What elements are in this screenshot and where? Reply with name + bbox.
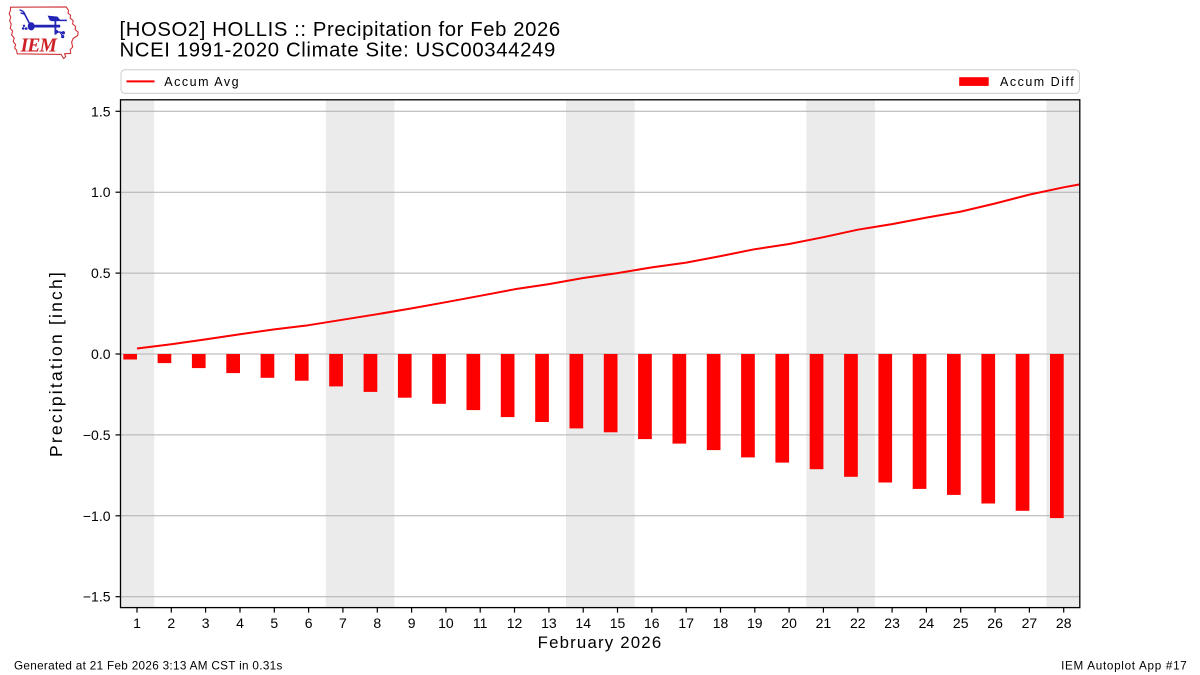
- svg-text:19: 19: [747, 615, 763, 631]
- svg-text:[HOSO2] HOLLIS :: Precipitatio: [HOSO2] HOLLIS :: Precipitation for Feb …: [120, 19, 561, 41]
- svg-text:0.5: 0.5: [91, 265, 111, 281]
- svg-text:18: 18: [713, 615, 729, 631]
- svg-text:14: 14: [575, 615, 591, 631]
- svg-text:−1.0: −1.0: [83, 508, 111, 524]
- svg-text:5: 5: [270, 615, 278, 631]
- svg-text:26: 26: [987, 615, 1003, 631]
- svg-text:8: 8: [373, 615, 381, 631]
- svg-text:23: 23: [884, 615, 900, 631]
- svg-text:25: 25: [953, 615, 969, 631]
- svg-text:−0.5: −0.5: [83, 427, 111, 443]
- svg-text:6: 6: [305, 615, 313, 631]
- svg-text:1.0: 1.0: [91, 184, 111, 200]
- svg-text:21: 21: [816, 615, 832, 631]
- svg-text:Accum Diff: Accum Diff: [1000, 75, 1075, 89]
- svg-text:17: 17: [678, 615, 694, 631]
- svg-text:IEM Autoplot App #17: IEM Autoplot App #17: [1061, 660, 1187, 673]
- svg-text:−1.5: −1.5: [83, 589, 111, 605]
- svg-text:Precipitation [inch]: Precipitation [inch]: [46, 270, 66, 457]
- svg-text:2: 2: [167, 615, 175, 631]
- svg-text:20: 20: [781, 615, 797, 631]
- svg-text:0.0: 0.0: [91, 346, 111, 362]
- svg-text:1.5: 1.5: [91, 103, 111, 119]
- svg-text:12: 12: [507, 615, 523, 631]
- svg-text:3: 3: [202, 615, 210, 631]
- svg-text:9: 9: [408, 615, 416, 631]
- svg-text:NCEI 1991-2020 Climate Site: U: NCEI 1991-2020 Climate Site: USC00344249: [120, 39, 556, 61]
- svg-text:27: 27: [1022, 615, 1038, 631]
- svg-text:13: 13: [541, 615, 557, 631]
- svg-text:24: 24: [919, 615, 935, 631]
- svg-text:IEM: IEM: [20, 35, 58, 56]
- svg-text:1: 1: [133, 615, 141, 631]
- svg-text:28: 28: [1056, 615, 1072, 631]
- svg-text:4: 4: [236, 615, 244, 631]
- svg-text:11: 11: [473, 615, 488, 631]
- svg-text:Accum Avg: Accum Avg: [164, 75, 240, 89]
- svg-text:16: 16: [644, 615, 660, 631]
- svg-text:22: 22: [850, 615, 866, 631]
- svg-text:7: 7: [339, 615, 347, 631]
- svg-text:Generated at 21 Feb 2026 3:13: Generated at 21 Feb 2026 3:13 AM CST in …: [14, 660, 283, 673]
- svg-text:10: 10: [438, 615, 454, 631]
- svg-text:15: 15: [610, 615, 626, 631]
- svg-text:February 2026: February 2026: [538, 633, 663, 652]
